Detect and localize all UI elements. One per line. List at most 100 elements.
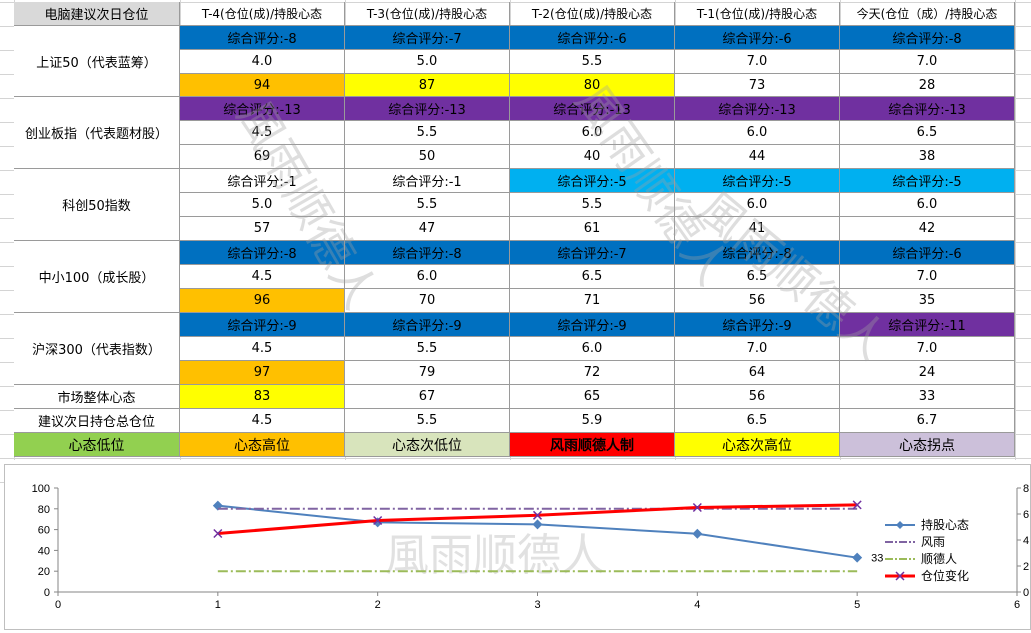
legend-cell[interactable]: 心态拐点 [840, 433, 1015, 457]
score-cell[interactable]: 综合评分:-6 [675, 26, 840, 50]
score-cell[interactable]: 综合评分:-1 [345, 169, 510, 193]
position-cell[interactable]: 5.0 [180, 193, 345, 217]
suggest-cell[interactable]: 6.7 [840, 409, 1015, 433]
overall-cell[interactable]: 65 [510, 385, 675, 409]
position-cell[interactable]: 7.0 [675, 50, 840, 74]
header-day-0[interactable]: T-4(仓位(成)/持股心态 [180, 2, 345, 26]
overall-cell[interactable]: 67 [345, 385, 510, 409]
mood-cell[interactable]: 80 [510, 74, 675, 97]
suggest-cell[interactable]: 4.5 [180, 409, 345, 433]
score-cell[interactable]: 综合评分:-9 [510, 313, 675, 337]
index-name[interactable]: 中小100（成长股） [14, 241, 180, 313]
mood-cell[interactable]: 47 [345, 217, 510, 241]
score-cell[interactable]: 综合评分:-13 [840, 97, 1015, 121]
position-cell[interactable]: 6.0 [675, 193, 840, 217]
header-day-3[interactable]: T-1(仓位(成)/持股心态 [675, 2, 840, 26]
index-name[interactable]: 创业板指（代表题材股） [14, 97, 180, 169]
position-cell[interactable]: 6.5 [840, 121, 1015, 145]
score-cell[interactable]: 综合评分:-5 [675, 169, 840, 193]
position-cell[interactable]: 5.5 [345, 337, 510, 361]
position-cell[interactable]: 7.0 [840, 50, 1015, 74]
mood-cell[interactable]: 38 [840, 145, 1015, 169]
suggest-label[interactable]: 建议次日持仓总仓位 [14, 409, 180, 433]
score-cell[interactable]: 综合评分:-8 [180, 26, 345, 50]
index-name[interactable]: 科创50指数 [14, 169, 180, 241]
score-cell[interactable]: 综合评分:-8 [180, 241, 345, 265]
position-cell[interactable]: 7.0 [840, 337, 1015, 361]
mood-cell[interactable]: 70 [345, 289, 510, 313]
mood-cell[interactable]: 72 [510, 361, 675, 385]
score-cell[interactable]: 综合评分:-5 [840, 169, 1015, 193]
score-cell[interactable]: 综合评分:-8 [345, 241, 510, 265]
overall-cell[interactable]: 33 [840, 385, 1015, 409]
score-cell[interactable]: 综合评分:-13 [180, 97, 345, 121]
position-cell[interactable]: 7.0 [840, 265, 1015, 289]
mood-cell[interactable]: 41 [675, 217, 840, 241]
mood-cell[interactable]: 56 [675, 289, 840, 313]
score-cell[interactable]: 综合评分:-8 [840, 26, 1015, 50]
position-cell[interactable]: 6.0 [345, 265, 510, 289]
position-cell[interactable]: 4.5 [180, 337, 345, 361]
score-cell[interactable]: 综合评分:-5 [510, 169, 675, 193]
position-cell[interactable]: 4.5 [180, 265, 345, 289]
score-cell[interactable]: 综合评分:-8 [675, 241, 840, 265]
position-cell[interactable]: 5.5 [345, 193, 510, 217]
score-cell[interactable]: 综合评分:-9 [345, 313, 510, 337]
header-day-2[interactable]: T-2(仓位(成)/持股心态 [510, 2, 675, 26]
header-corner[interactable]: 电脑建议次日仓位 [14, 2, 180, 26]
legend-cell[interactable]: 心态高位 [180, 433, 345, 457]
index-name[interactable]: 上证50（代表蓝筹） [14, 26, 180, 97]
score-cell[interactable]: 综合评分:-6 [510, 26, 675, 50]
mood-cell[interactable]: 69 [180, 145, 345, 169]
suggest-cell[interactable]: 5.5 [345, 409, 510, 433]
mood-cell[interactable]: 57 [180, 217, 345, 241]
mood-cell[interactable]: 64 [675, 361, 840, 385]
position-cell[interactable]: 6.5 [510, 265, 675, 289]
mood-cell[interactable]: 79 [345, 361, 510, 385]
mood-cell[interactable]: 94 [180, 74, 345, 97]
suggest-cell[interactable]: 5.9 [510, 409, 675, 433]
mood-cell[interactable]: 87 [345, 74, 510, 97]
position-cell[interactable]: 5.5 [345, 121, 510, 145]
score-cell[interactable]: 综合评分:-6 [840, 241, 1015, 265]
mood-cell[interactable]: 61 [510, 217, 675, 241]
score-cell[interactable]: 综合评分:-11 [840, 313, 1015, 337]
mood-cell[interactable]: 28 [840, 74, 1015, 97]
suggest-cell[interactable]: 6.5 [675, 409, 840, 433]
mood-cell[interactable]: 73 [675, 74, 840, 97]
position-cell[interactable]: 7.0 [675, 337, 840, 361]
position-cell[interactable]: 6.5 [675, 265, 840, 289]
score-cell[interactable]: 综合评分:-7 [510, 241, 675, 265]
position-cell[interactable]: 6.0 [675, 121, 840, 145]
overall-label[interactable]: 市场整体心态 [14, 385, 180, 409]
mood-cell[interactable]: 97 [180, 361, 345, 385]
header-day-1[interactable]: T-3(仓位(成)/持股心态 [345, 2, 510, 26]
mood-cell[interactable]: 50 [345, 145, 510, 169]
score-cell[interactable]: 综合评分:-13 [675, 97, 840, 121]
mood-cell[interactable]: 40 [510, 145, 675, 169]
position-cell[interactable]: 5.5 [510, 50, 675, 74]
header-day-4[interactable]: 今天(仓位（成）/持股心态 [840, 2, 1015, 26]
score-cell[interactable]: 综合评分:-13 [345, 97, 510, 121]
legend-cell[interactable]: 心态低位 [14, 433, 180, 457]
position-cell[interactable]: 4.5 [180, 121, 345, 145]
position-cell[interactable]: 6.0 [510, 121, 675, 145]
score-cell[interactable]: 综合评分:-1 [180, 169, 345, 193]
line-chart[interactable]: 風雨顺德人012345602040608010002.4.6.8.33持股心态风… [4, 464, 1031, 630]
position-cell[interactable]: 5.0 [345, 50, 510, 74]
legend-cell[interactable]: 心态次低位 [345, 433, 510, 457]
mood-cell[interactable]: 71 [510, 289, 675, 313]
overall-cell[interactable]: 56 [675, 385, 840, 409]
mood-cell[interactable]: 24 [840, 361, 1015, 385]
mood-cell[interactable]: 42 [840, 217, 1015, 241]
score-cell[interactable]: 综合评分:-7 [345, 26, 510, 50]
position-cell[interactable]: 5.5 [510, 193, 675, 217]
score-cell[interactable]: 综合评分:-13 [510, 97, 675, 121]
overall-cell[interactable]: 83 [180, 385, 345, 409]
legend-cell[interactable]: 心态次高位 [675, 433, 840, 457]
score-cell[interactable]: 综合评分:-9 [675, 313, 840, 337]
score-cell[interactable]: 综合评分:-9 [180, 313, 345, 337]
mood-cell[interactable]: 35 [840, 289, 1015, 313]
position-cell[interactable]: 6.0 [840, 193, 1015, 217]
mood-cell[interactable]: 96 [180, 289, 345, 313]
